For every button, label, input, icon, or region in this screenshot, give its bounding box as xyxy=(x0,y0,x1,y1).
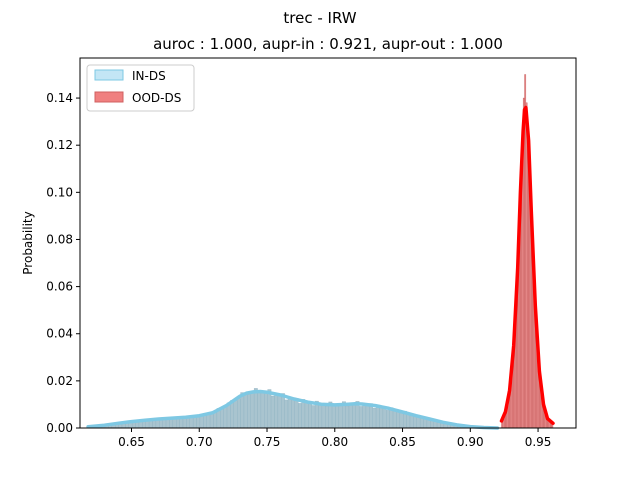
in-ds-bar xyxy=(294,398,299,429)
in-ds-bar xyxy=(237,398,241,429)
in-ds-bar xyxy=(304,401,309,429)
in-ds-bar xyxy=(321,404,326,429)
in-ds-bar xyxy=(267,389,272,429)
in-ds-bar xyxy=(379,406,384,429)
in-ds-bar xyxy=(220,408,224,429)
plot-area xyxy=(79,57,577,430)
x-tick-label: 0.90 xyxy=(457,435,484,449)
y-tick-label: 0.12 xyxy=(46,138,73,152)
y-axis-label: Probability xyxy=(21,211,35,274)
x-tick-label: 0.75 xyxy=(254,435,281,449)
in-ds-kde-line xyxy=(86,389,500,430)
plot-background xyxy=(80,58,576,428)
in-ds-bar xyxy=(291,397,295,429)
chart-subtitle: auroc : 1.000, aupr-in : 0.921, aupr-out… xyxy=(153,35,503,53)
in-ds-bar xyxy=(287,396,292,429)
legend-label-in-ds: IN-DS xyxy=(132,69,166,83)
in-ds-bar xyxy=(196,416,201,429)
y-tick-label: 0.14 xyxy=(46,91,73,105)
in-ds-bar xyxy=(281,393,285,429)
plot-frame xyxy=(79,57,577,429)
y-tick-label: 0.10 xyxy=(46,185,73,199)
in-ds-bar xyxy=(352,403,356,429)
in-ds-bar xyxy=(199,415,204,429)
kde-curves xyxy=(86,105,555,430)
in-ds-bar xyxy=(186,417,190,429)
in-ds-bar xyxy=(365,404,370,429)
legend-label-ood-ds: OOD-DS xyxy=(132,91,181,105)
in-ds-bar xyxy=(284,399,289,429)
in-ds-bar xyxy=(253,388,258,429)
in-ds-bar xyxy=(209,413,214,429)
in-ds-bar xyxy=(233,400,238,429)
x-tick-label: 0.80 xyxy=(321,435,348,449)
chart-title: trec - IRW xyxy=(283,9,356,27)
y-tick-label: 0.00 xyxy=(46,421,73,435)
in-ds-bar xyxy=(413,415,417,429)
in-ds-bar xyxy=(358,406,363,429)
in-ds-bar xyxy=(250,392,255,429)
in-ds-bar xyxy=(362,403,367,429)
in-ds-bar xyxy=(318,403,323,429)
y-tick-label: 0.06 xyxy=(46,280,73,294)
in-ds-bar xyxy=(406,413,411,429)
ood-ds-kde-line xyxy=(499,105,555,426)
in-ds-bar xyxy=(206,413,211,429)
y-axis: 0.00 0.02 0.04 0.06 0.08 0.10 0.12 0.14 xyxy=(46,91,80,435)
ood-ds-bar xyxy=(525,102,528,429)
in-ds-bar xyxy=(172,418,177,429)
in-ds-bar xyxy=(325,406,329,429)
x-axis: 0.65 0.70 0.75 0.80 0.85 0.90 0.95 xyxy=(118,428,551,449)
in-ds-bar xyxy=(369,403,373,429)
in-ds-bar xyxy=(240,392,245,429)
in-ds-bar xyxy=(399,412,404,429)
x-tick-label: 0.85 xyxy=(389,435,416,449)
in-ds-bar xyxy=(264,391,268,429)
legend-swatch-ood-ds xyxy=(94,91,124,103)
in-ds-bar xyxy=(311,405,316,429)
in-ds-bar xyxy=(277,393,282,429)
in-ds-bar xyxy=(308,402,312,429)
in-ds-bar xyxy=(338,405,343,429)
in-ds-bar xyxy=(382,406,387,429)
y-tick-label: 0.04 xyxy=(46,327,73,341)
legend-swatch-in-ds xyxy=(94,69,124,81)
in-ds-bar xyxy=(331,405,336,429)
in-ds-bar xyxy=(409,414,414,429)
in-ds-bar xyxy=(392,409,397,429)
x-tick-label: 0.95 xyxy=(525,435,552,449)
in-ds-bar xyxy=(372,407,377,429)
in-ds-bar xyxy=(223,407,228,429)
in-ds-bar xyxy=(260,392,265,429)
y-tick-label: 0.08 xyxy=(46,232,73,246)
legend: IN-DS OOD-DS xyxy=(86,64,195,112)
in-ds-bar xyxy=(345,405,350,429)
in-ds-bar xyxy=(348,404,353,429)
in-ds-bar xyxy=(335,405,340,429)
in-ds-bar xyxy=(257,392,262,429)
y-tick-label: 0.02 xyxy=(46,374,73,388)
in-ds-bar xyxy=(243,393,248,429)
x-tick-label: 0.65 xyxy=(118,435,145,449)
in-ds-bar xyxy=(301,399,306,429)
in-ds-bar xyxy=(270,395,275,429)
in-ds-bar xyxy=(375,404,380,429)
in-ds-bar xyxy=(297,403,302,429)
in-ds-bar xyxy=(396,410,401,429)
in-ds-bar xyxy=(274,394,279,429)
in-ds-bar xyxy=(159,419,163,429)
in-ds-bar xyxy=(386,410,390,429)
in-ds-bar xyxy=(247,394,251,429)
x-tick-label: 0.70 xyxy=(186,435,213,449)
